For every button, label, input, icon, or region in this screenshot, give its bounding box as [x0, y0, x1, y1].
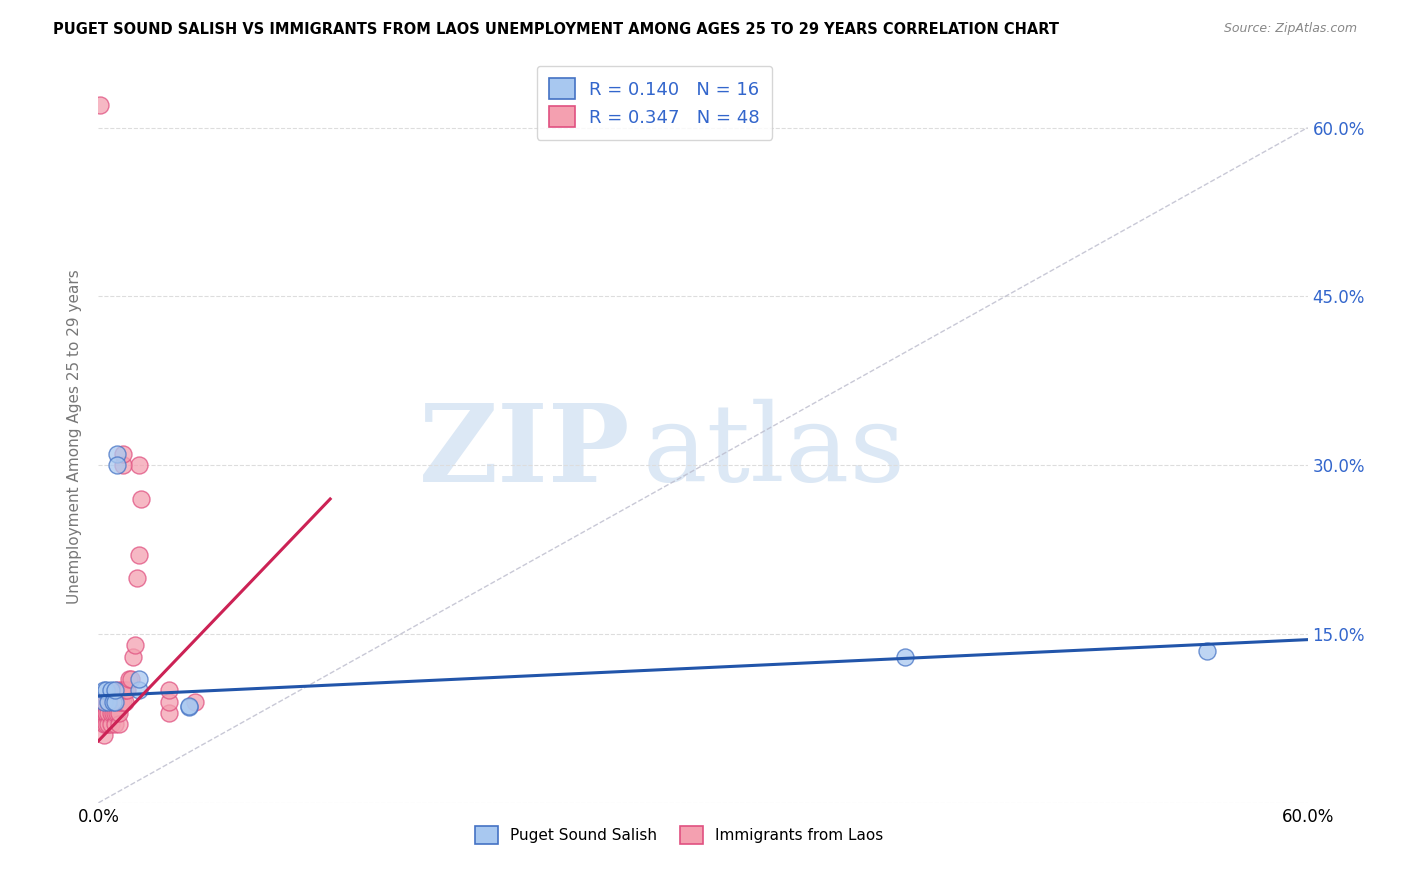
Point [118, 672, 141, 686]
Point [128, 458, 150, 473]
Point [128, 672, 150, 686]
Point [103, 717, 125, 731]
Point [157, 694, 180, 708]
Point [107, 717, 129, 731]
Point [97, 694, 120, 708]
Point [115, 683, 138, 698]
Point [89, 98, 111, 112]
Point [114, 694, 136, 708]
Point [100, 683, 122, 698]
Point [101, 694, 124, 708]
Point [128, 548, 150, 562]
Point [893, 649, 915, 664]
Point [105, 683, 128, 698]
Point [96, 694, 118, 708]
Point [93, 717, 115, 731]
Point [184, 694, 207, 708]
Point [110, 694, 132, 708]
Point [97, 717, 120, 731]
Point [100, 717, 122, 731]
Point [179, 700, 201, 714]
Point [101, 706, 124, 720]
Text: PUGET SOUND SALISH VS IMMIGRANTS FROM LAOS UNEMPLOYMENT AMONG AGES 25 TO 29 YEAR: PUGET SOUND SALISH VS IMMIGRANTS FROM LA… [53, 22, 1060, 37]
Legend: Puget Sound Salish, Immigrants from Laos: Puget Sound Salish, Immigrants from Laos [468, 820, 889, 850]
Point [129, 491, 152, 506]
Point [105, 706, 128, 720]
Point [96, 706, 118, 720]
Point [91, 706, 114, 720]
Point [179, 699, 201, 714]
Point [157, 683, 180, 698]
Point [103, 694, 125, 708]
Point [97, 694, 120, 708]
Point [96, 717, 118, 731]
Point [121, 649, 143, 664]
Text: atlas: atlas [643, 399, 905, 504]
Point [120, 672, 142, 686]
Point [111, 683, 134, 698]
Point [111, 458, 134, 473]
Point [93, 683, 115, 698]
Point [96, 683, 118, 698]
Text: Source: ZipAtlas.com: Source: ZipAtlas.com [1223, 22, 1357, 36]
Point [103, 694, 125, 708]
Point [111, 447, 134, 461]
Point [97, 706, 120, 720]
Point [125, 571, 148, 585]
Point [101, 694, 124, 708]
Point [124, 638, 146, 652]
Point [111, 694, 134, 708]
Point [107, 706, 129, 720]
Point [110, 683, 132, 698]
Point [157, 706, 180, 720]
Y-axis label: Unemployment Among Ages 25 to 29 years: Unemployment Among Ages 25 to 29 years [67, 269, 83, 605]
Point [93, 728, 115, 742]
Point [105, 458, 128, 473]
Point [128, 683, 150, 698]
Point [91, 694, 114, 708]
Point [100, 694, 122, 708]
Point [105, 447, 128, 461]
Point [105, 694, 128, 708]
Point [93, 694, 115, 708]
Point [103, 683, 125, 698]
Point [103, 706, 125, 720]
Point [114, 683, 136, 698]
Point [93, 706, 115, 720]
Text: ZIP: ZIP [419, 399, 630, 505]
Point [1195, 644, 1218, 658]
Point [107, 694, 129, 708]
Point [96, 706, 118, 720]
Point [100, 706, 122, 720]
